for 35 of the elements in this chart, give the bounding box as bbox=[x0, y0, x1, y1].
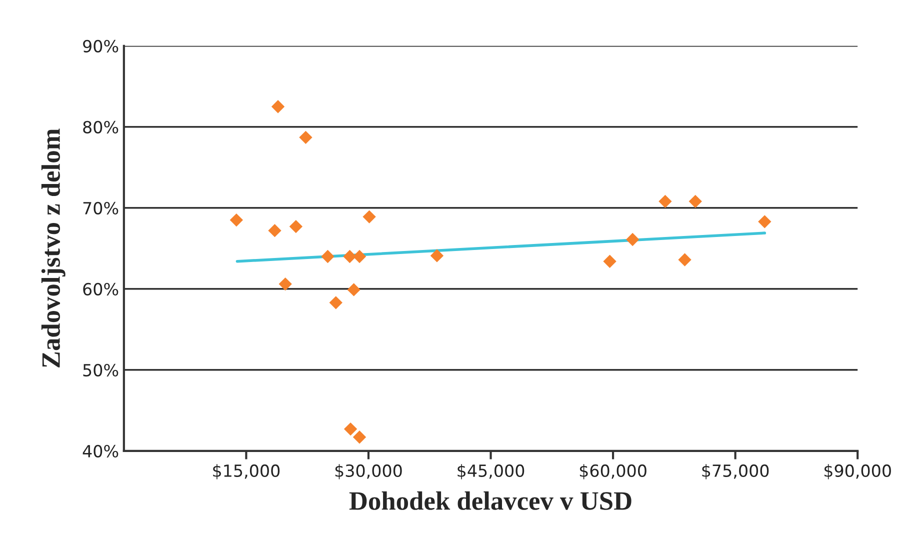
y-tick-label: 40% bbox=[82, 444, 118, 458]
point bbox=[352, 250, 366, 264]
y-tick-label: 50% bbox=[83, 364, 118, 376]
point bbox=[230, 213, 244, 227]
point bbox=[271, 100, 285, 114]
point bbox=[758, 215, 772, 228]
y-tick-label: 60% bbox=[83, 282, 118, 296]
x-tick-label: $60,000 bbox=[580, 464, 646, 480]
x-tick-label: $90,000 bbox=[824, 464, 891, 480]
point bbox=[278, 277, 292, 291]
point bbox=[268, 224, 282, 238]
point bbox=[603, 254, 616, 268]
x-tick-label: $75,000 bbox=[702, 464, 769, 480]
y-axis-title: Zadovoljstvo z delom bbox=[41, 128, 66, 368]
point bbox=[626, 232, 640, 246]
point bbox=[321, 250, 334, 264]
point bbox=[299, 130, 312, 144]
x-axis-title: Dohodek delavcev v USD bbox=[349, 491, 632, 510]
point bbox=[344, 422, 358, 436]
point bbox=[352, 430, 366, 444]
point bbox=[658, 194, 672, 208]
point bbox=[347, 283, 360, 296]
point bbox=[678, 253, 692, 266]
y-tick-label: 70% bbox=[83, 202, 118, 214]
x-tick-label: $15,000 bbox=[213, 464, 280, 480]
point bbox=[362, 210, 376, 224]
point bbox=[329, 296, 342, 310]
point bbox=[688, 194, 702, 208]
y-tick-label: 80% bbox=[83, 120, 118, 134]
point bbox=[289, 220, 303, 234]
x-tick-label: $30,000 bbox=[335, 464, 402, 480]
point bbox=[430, 249, 444, 262]
y-tick-label: 90% bbox=[83, 40, 118, 52]
x-tick-label: $45,000 bbox=[458, 464, 524, 480]
point bbox=[343, 250, 356, 264]
